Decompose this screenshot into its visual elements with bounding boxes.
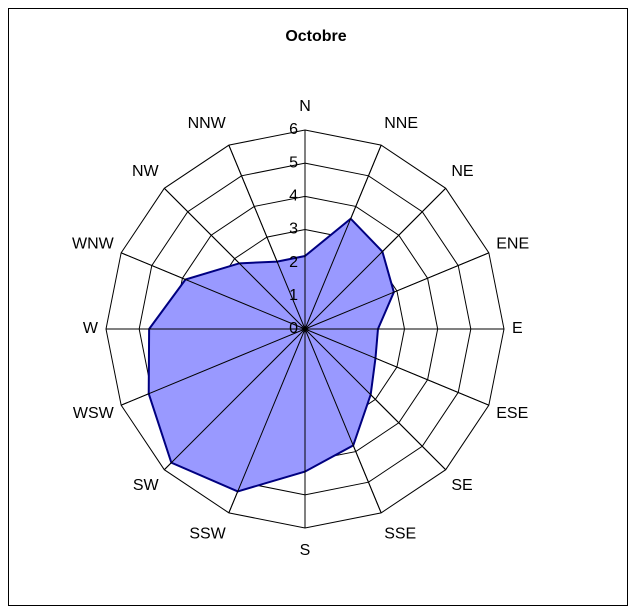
category-label: NNE	[384, 115, 418, 132]
axis-spoke	[304, 187, 447, 330]
axis-spoke	[304, 328, 490, 406]
axis-spoke	[228, 328, 306, 514]
y-tick-label: 1	[289, 287, 298, 304]
category-label: NW	[132, 163, 160, 180]
y-tick-label: 3	[289, 221, 298, 238]
axis-spoke	[163, 187, 306, 330]
axis-spoke	[304, 328, 382, 514]
category-label: SW	[133, 477, 160, 494]
category-label: W	[83, 320, 99, 337]
axis-spoke	[304, 252, 490, 330]
category-label: SSE	[384, 525, 416, 542]
category-label: N	[299, 98, 311, 115]
category-label: ESE	[496, 405, 528, 422]
y-tick-label: 5	[289, 154, 298, 171]
axis-spoke	[120, 328, 306, 406]
axis-spoke	[228, 144, 306, 330]
axis-spoke	[304, 144, 382, 330]
category-label: S	[300, 542, 311, 559]
y-tick-label: 0	[289, 320, 298, 337]
axis-spoke	[163, 328, 306, 471]
chart-title: Octobre	[285, 28, 346, 45]
y-tick-label: 2	[289, 254, 298, 271]
category-label: NNW	[188, 115, 227, 132]
category-label: SE	[451, 477, 472, 494]
axis-spoke	[304, 328, 447, 471]
category-label: SSW	[189, 525, 226, 542]
category-label: E	[512, 320, 523, 337]
y-tick-label: 4	[289, 188, 298, 205]
category-label: NE	[451, 163, 473, 180]
category-label: ENE	[496, 235, 529, 252]
category-label: WSW	[73, 405, 115, 422]
axis-spoke	[120, 252, 306, 330]
category-label: WNW	[72, 235, 115, 252]
y-tick-label: 6	[289, 121, 298, 138]
